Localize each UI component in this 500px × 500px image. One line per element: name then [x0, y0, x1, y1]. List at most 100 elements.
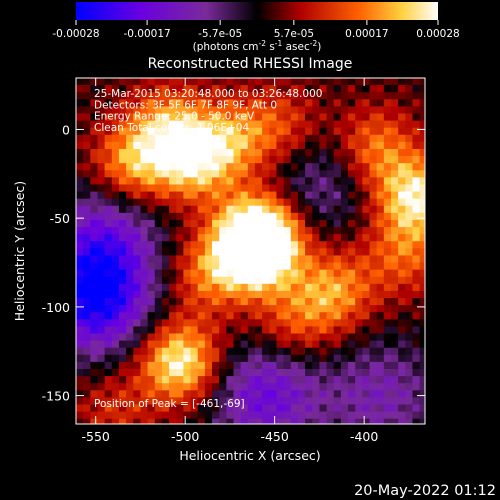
image-cell [412, 212, 421, 221]
image-cell [226, 85, 234, 93]
image-cell [133, 411, 141, 420]
image-cell [204, 198, 213, 207]
image-cell [197, 241, 206, 249]
image-cell [83, 383, 91, 391]
image-cell [297, 148, 306, 157]
image-cell [118, 269, 127, 278]
image-cell [390, 347, 399, 356]
image-cell [90, 397, 98, 405]
image-cell [133, 234, 141, 242]
image-cell [212, 156, 220, 164]
image-cell [383, 184, 392, 193]
image-cell [297, 127, 306, 136]
image-cell [104, 170, 113, 178]
image-cell [83, 99, 91, 107]
image-cell [204, 156, 213, 164]
image-cell [240, 170, 249, 178]
image-cell [233, 212, 242, 221]
image-cell [369, 177, 378, 185]
image-cell [118, 290, 127, 299]
image-cell [219, 290, 227, 299]
image-cell [126, 241, 134, 249]
image-cell [133, 170, 141, 178]
image-cell [247, 212, 256, 221]
image-cell [233, 205, 242, 214]
image-cell [398, 241, 406, 249]
image-cell [197, 106, 206, 114]
image-cell [111, 134, 120, 143]
image-cell [362, 198, 371, 207]
image-cell [183, 319, 192, 327]
image-cell [240, 127, 249, 136]
image-cell [340, 276, 349, 285]
image-cell [240, 326, 249, 335]
image-cell [183, 255, 192, 264]
image-cell [369, 156, 378, 164]
image-cell [183, 85, 192, 93]
image-cell [190, 276, 199, 285]
image-cell [204, 177, 213, 185]
image-cell [104, 219, 113, 228]
image-cell [197, 134, 206, 143]
image-cell [240, 376, 249, 384]
image-cell [355, 354, 363, 363]
image-cell [104, 156, 113, 164]
image-cell [118, 319, 127, 327]
image-cell [319, 99, 328, 107]
image-cell [355, 156, 363, 164]
image-cell [90, 262, 98, 271]
image-cell [240, 305, 249, 313]
image-cell [319, 148, 328, 157]
image-cell [283, 376, 292, 384]
image-cell [312, 383, 320, 391]
plot-frame [75, 77, 426, 425]
image-cell [297, 411, 306, 420]
image-cell [90, 390, 98, 398]
image-cell [240, 113, 249, 122]
image-cell [398, 141, 406, 150]
image-cell [104, 354, 113, 363]
image-cell [133, 212, 141, 221]
image-cell [240, 78, 249, 86]
image-cell [140, 397, 149, 405]
image-cell [348, 198, 356, 207]
image-cell [169, 305, 177, 313]
image-cell [319, 404, 328, 413]
image-cell [118, 113, 127, 122]
image-cell [90, 340, 98, 349]
image-cell [154, 255, 163, 264]
annotation-line: Clean Total counts: 1.06E+04 [94, 122, 249, 134]
image-cell [233, 319, 242, 327]
y-axis-tick-labels: 0-50-100-150 [42, 122, 70, 403]
image-cell [219, 312, 227, 320]
image-cell [169, 390, 177, 398]
image-cell [390, 120, 399, 129]
image-cell [176, 177, 184, 185]
image-cell [76, 163, 84, 171]
image-cell [126, 383, 134, 391]
image-cell [247, 163, 256, 171]
image-cell [254, 283, 263, 292]
image-cell [212, 319, 220, 327]
image-cell [133, 156, 141, 164]
image-cell [197, 269, 206, 278]
image-cell [126, 404, 134, 413]
image-cell [140, 227, 149, 235]
image-cell [254, 141, 263, 150]
image-cell [226, 248, 234, 256]
image-cell [376, 120, 385, 129]
image-cell [147, 170, 156, 178]
image-cell [312, 418, 320, 424]
image-cell [233, 198, 242, 207]
image-cell [312, 191, 320, 200]
image-cell [283, 219, 292, 228]
image-cell [340, 184, 349, 193]
image-cell [312, 411, 320, 420]
image-cell [147, 85, 156, 93]
image-cell [283, 212, 292, 221]
image-cell [126, 141, 134, 150]
image-cell [383, 340, 392, 349]
image-cell [340, 397, 349, 405]
image-cell [169, 269, 177, 278]
image-cell [111, 127, 120, 136]
